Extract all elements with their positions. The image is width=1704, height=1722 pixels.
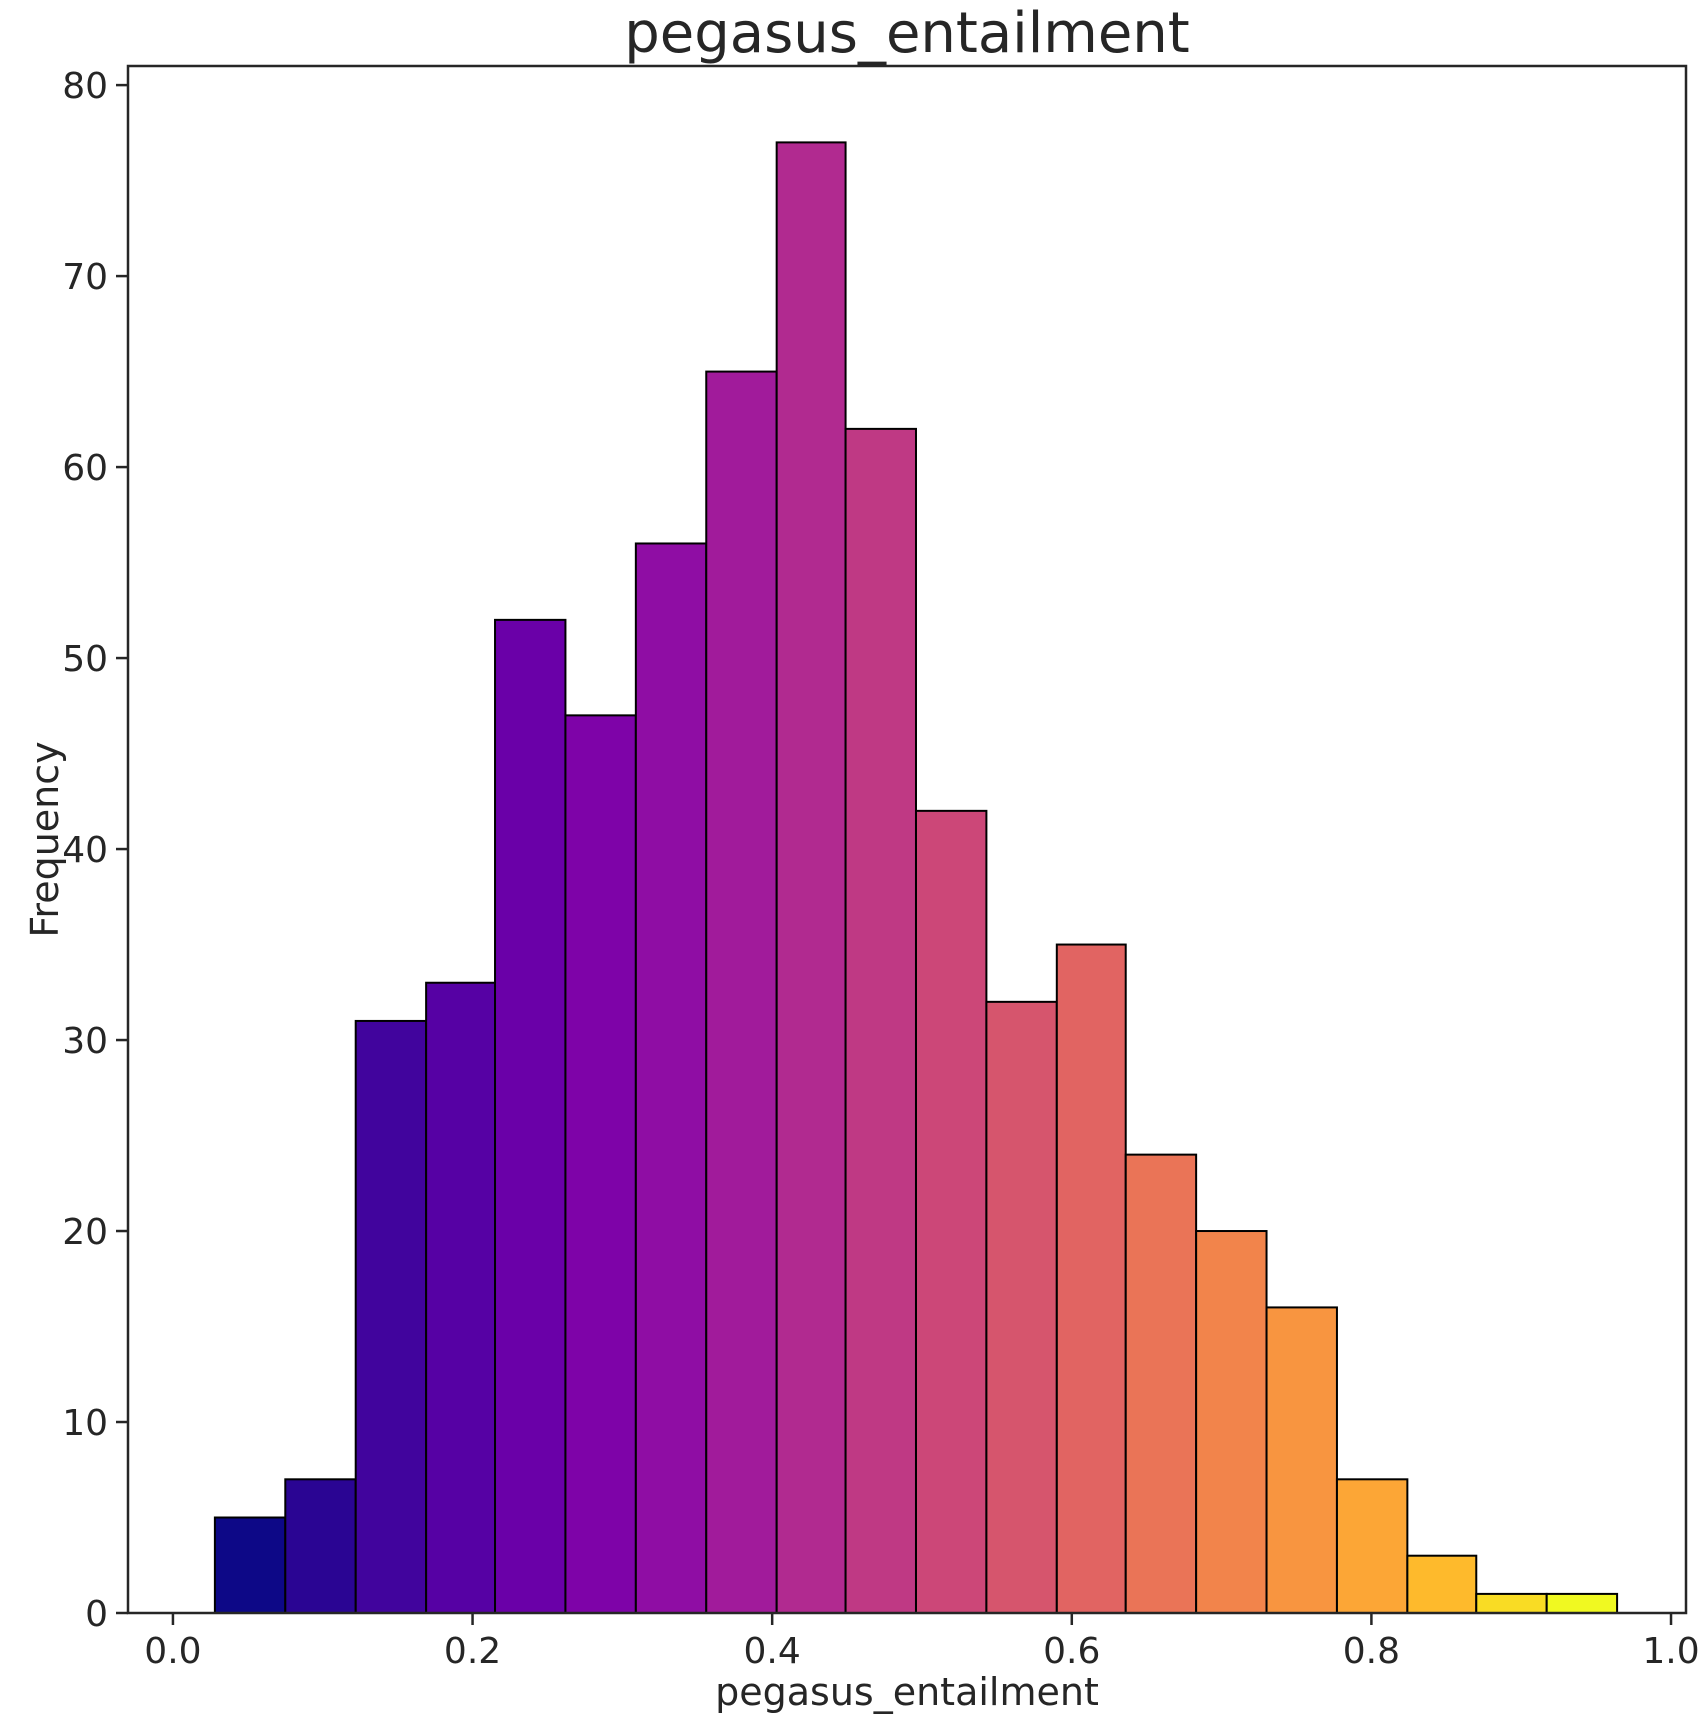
- histogram-bar: [564, 714, 637, 1614]
- histogram-bar: [1265, 1306, 1338, 1615]
- histogram-bar: [634, 542, 708, 1614]
- y-tick-label: 30: [62, 1021, 108, 1062]
- x-tick-label: 0.6: [1043, 1631, 1100, 1672]
- histogram-bar: [1335, 1478, 1409, 1614]
- y-tick-label: 70: [62, 257, 108, 298]
- y-tick-label: 80: [62, 66, 108, 107]
- x-tick-label: 0.4: [744, 1631, 801, 1672]
- histogram-bar: [213, 1516, 287, 1615]
- chart-title: pegasus_entailment: [624, 1, 1190, 66]
- histogram-bar: [985, 1000, 1058, 1614]
- histogram-bar: [1124, 1153, 1198, 1614]
- x-tick-label: 0.2: [444, 1631, 501, 1672]
- histogram-bar: [494, 618, 567, 1614]
- histogram-bar: [1406, 1554, 1478, 1615]
- x-tick-label: 1.0: [1642, 1631, 1699, 1672]
- y-tick-label: 50: [62, 639, 108, 680]
- histogram-bar: [1545, 1592, 1619, 1615]
- bars-group: [213, 141, 1619, 1615]
- y-tick-label: 0: [85, 1594, 108, 1635]
- y-axis-title: Frequency: [23, 741, 67, 937]
- x-tick-label: 0.8: [1343, 1631, 1400, 1672]
- histogram-bar: [354, 1019, 428, 1614]
- histogram-bar: [425, 981, 497, 1614]
- x-tick-label: 0.0: [144, 1631, 201, 1672]
- histogram-bar: [1475, 1592, 1548, 1615]
- histogram-bar: [705, 370, 778, 1615]
- y-tick-label: 40: [62, 830, 108, 871]
- histogram-bar: [844, 427, 917, 1614]
- histogram-bar: [1195, 1230, 1268, 1614]
- histogram-bar: [284, 1478, 357, 1614]
- plot-frame: [126, 64, 1688, 1615]
- histogram-bar: [914, 809, 988, 1614]
- y-tick-label: 10: [62, 1403, 108, 1444]
- histogram-bar: [775, 141, 847, 1615]
- axes-group: 0.0 0.2 0.4 0.6 0.8 1.0 0 10 20 30 40 50 60 70 80: [62, 64, 1700, 1672]
- x-axis-title: pegasus_entailment: [715, 1670, 1099, 1714]
- y-tick-label: 60: [62, 448, 108, 489]
- y-tick-label: 20: [62, 1212, 108, 1253]
- histogram-bar: [1055, 943, 1127, 1614]
